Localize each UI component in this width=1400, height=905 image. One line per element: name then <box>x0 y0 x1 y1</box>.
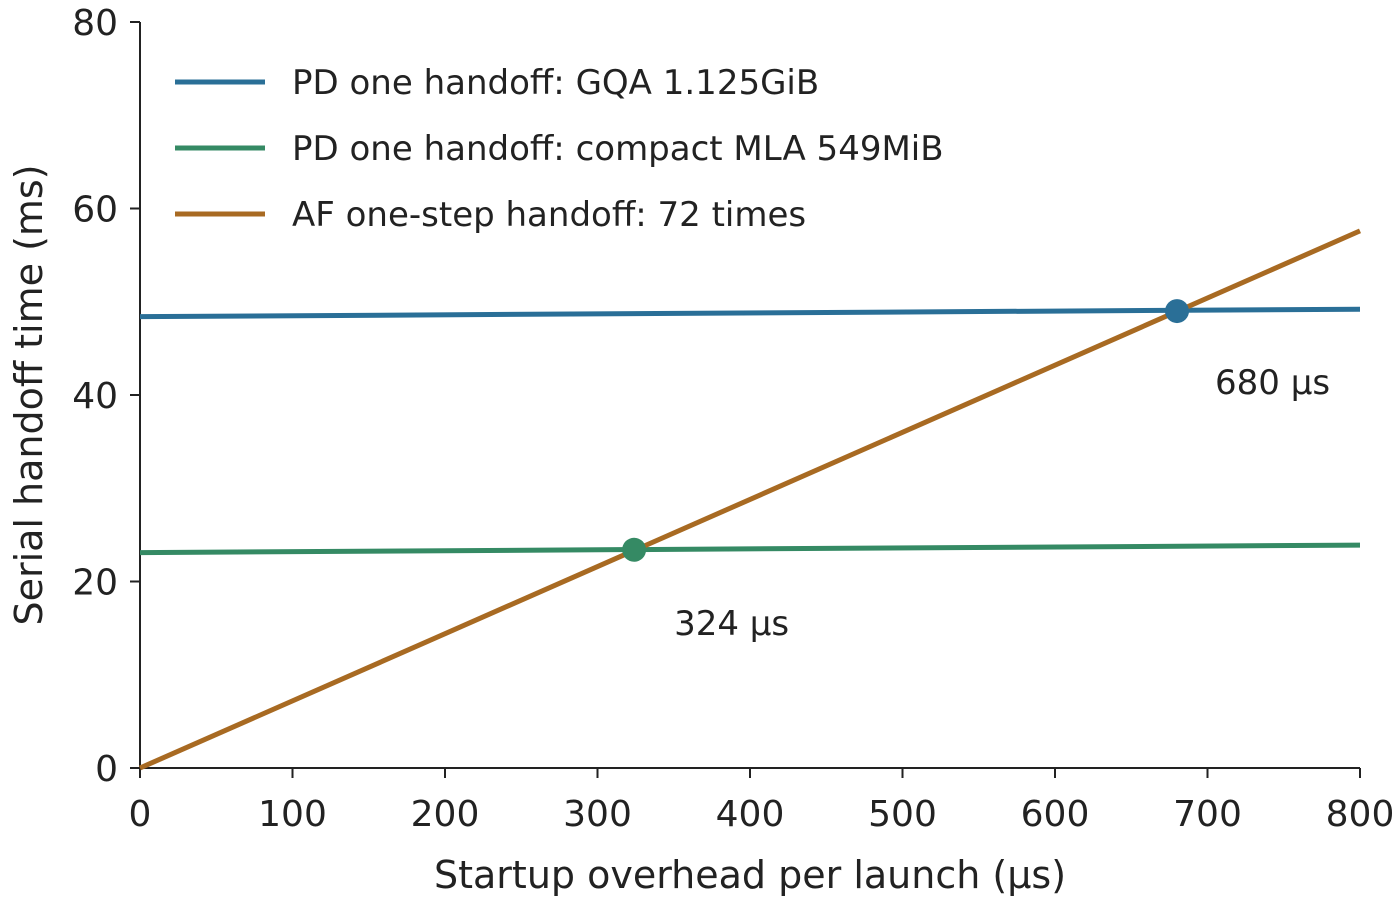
y-tick-label: 60 <box>72 190 118 231</box>
legend: PD one handoff: GQA 1.125GiB PD one hando… <box>175 63 944 235</box>
legend-label-3: AF one-step handoff: 72 times <box>292 195 806 235</box>
x-tick-label: 0 <box>129 794 152 835</box>
intersection-point-1 <box>622 537 647 562</box>
y-axis-title: Serial handoff time (ms) <box>7 164 51 625</box>
intersection-label-2: 680 µs <box>1215 363 1330 403</box>
intersection-point-2 <box>1165 299 1189 324</box>
y-tick-label: 40 <box>72 376 118 417</box>
series-line-3 <box>138 228 1362 771</box>
marker-layer: 324 µs 680 µs <box>622 299 1330 644</box>
x-tick-label: 300 <box>563 794 632 835</box>
y-tick-label: 0 <box>95 749 118 790</box>
intersection-label-1: 324 µs <box>674 604 789 644</box>
x-tick-label: 100 <box>258 794 327 835</box>
x-axis-title: Startup overhead per launch (µs) <box>434 853 1066 897</box>
legend-label-2: PD one handoff: compact MLA 549MiB <box>292 129 944 169</box>
y-tick-label: 80 <box>72 3 118 44</box>
x-tick-label: 800 <box>1326 794 1395 835</box>
x-tick-label: 500 <box>868 794 937 835</box>
x-tick-label: 200 <box>411 794 480 835</box>
x-ticks: 0 100 200 300 400 500 600 700 800 <box>129 768 1395 835</box>
y-ticks: 0 20 40 60 80 <box>72 3 140 790</box>
x-tick-label: 400 <box>716 794 785 835</box>
series-layer <box>138 228 1362 771</box>
x-tick-label: 700 <box>1173 794 1242 835</box>
series-line-2 <box>139 542 1361 556</box>
y-tick-label: 20 <box>72 563 118 604</box>
legend-label-1: PD one handoff: GQA 1.125GiB <box>292 63 819 103</box>
series-line-1 <box>139 306 1361 320</box>
x-tick-label: 600 <box>1021 794 1090 835</box>
